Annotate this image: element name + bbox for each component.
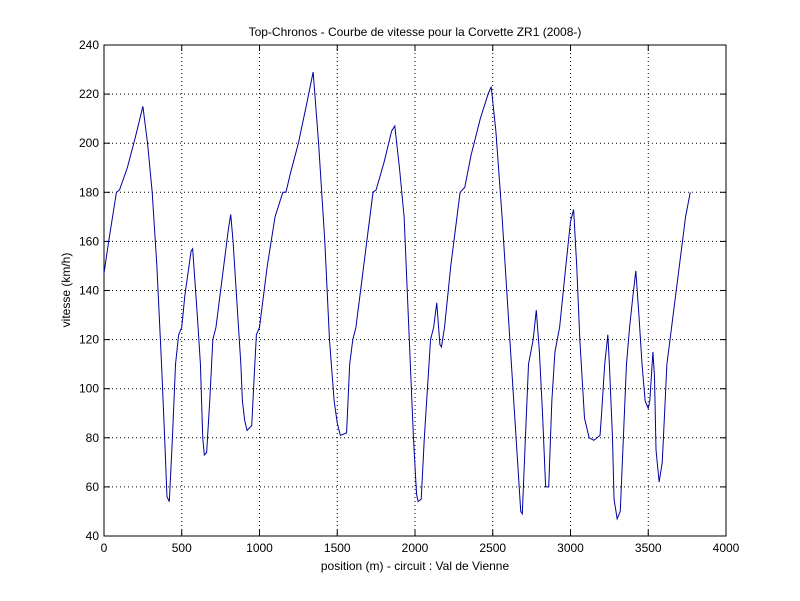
y-tick-label: 180 xyxy=(79,185,99,199)
y-tick-label: 100 xyxy=(79,382,99,396)
plot-frame xyxy=(103,44,727,537)
data-line xyxy=(103,71,691,521)
x-tick-label: 0 xyxy=(101,541,108,555)
x-tick-label: 4000 xyxy=(713,541,740,555)
y-tick-label: 120 xyxy=(79,333,99,347)
y-tick-label: 220 xyxy=(79,87,99,101)
x-tick-label: 2500 xyxy=(479,541,506,555)
x-tick-label: 3500 xyxy=(635,541,662,555)
y-tick-label: 200 xyxy=(79,136,99,150)
x-tick-label: 3000 xyxy=(557,541,584,555)
y-axis-label: vitesse (km/h) xyxy=(59,253,73,328)
y-tick-label: 40 xyxy=(86,529,100,543)
x-axis-label: position (m) - circuit : Val de Vienne xyxy=(321,559,510,573)
x-tick-label: 1000 xyxy=(246,541,273,555)
y-tick-label: 240 xyxy=(79,38,99,52)
x-tick-label: 500 xyxy=(172,541,192,555)
x-tick-label: 2000 xyxy=(402,541,429,555)
y-tick-label: 140 xyxy=(79,284,99,298)
y-tick-label: 60 xyxy=(86,480,100,494)
y-tick-label: 160 xyxy=(79,234,99,248)
y-tick-label: 80 xyxy=(86,431,100,445)
x-tick-label: 1500 xyxy=(324,541,351,555)
chart-title: Top-Chronos - Courbe de vitesse pour la … xyxy=(249,25,582,39)
